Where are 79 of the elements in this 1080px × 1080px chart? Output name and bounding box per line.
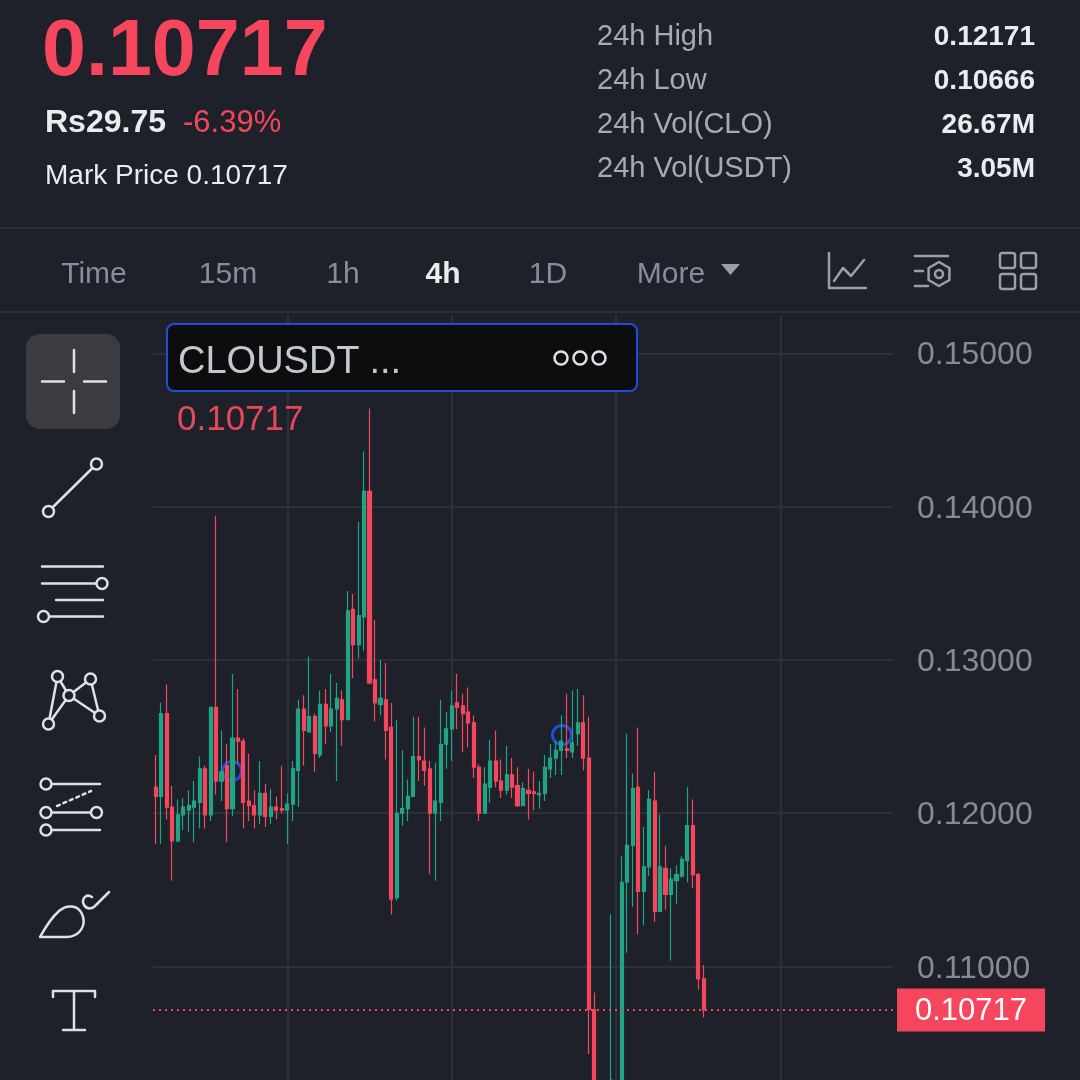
candlestick — [257, 760, 263, 825]
candlestick — [197, 755, 203, 830]
y-tick-label: 0.11000 — [917, 948, 1031, 985]
y-tick-label: 0.15000 — [917, 335, 1033, 372]
candlestick — [504, 745, 510, 796]
candlestick — [306, 656, 312, 733]
candlestick — [580, 694, 586, 771]
text: 3.05M — [957, 152, 1035, 184]
text: Rs29.75 — [45, 102, 166, 139]
candlestick — [536, 780, 542, 810]
candlestick — [630, 772, 636, 908]
text: Time — [61, 255, 127, 289]
text: CLOUSDT ... — [178, 338, 402, 381]
candlestick — [465, 686, 471, 748]
text: 1h — [326, 255, 360, 289]
y-tick-label: 0.14000 — [917, 488, 1033, 525]
candlestick — [416, 716, 422, 782]
candlestick — [175, 798, 181, 843]
y-tick-label: 0.13000 — [917, 641, 1033, 678]
candlestick — [208, 706, 214, 822]
candlestick — [558, 714, 564, 776]
candlestick — [229, 673, 236, 817]
candlestick — [345, 590, 351, 721]
candlestick — [301, 694, 307, 767]
candlestick — [191, 780, 197, 843]
candlestick — [454, 673, 460, 730]
candlestick — [317, 690, 323, 759]
candlestick — [421, 726, 427, 787]
text: Mark Price 0.10717 — [45, 159, 288, 191]
candlestick — [394, 719, 400, 902]
candlestick — [328, 673, 334, 733]
candlestick — [684, 786, 690, 883]
candlestick — [608, 913, 614, 1080]
candlestick — [525, 768, 532, 820]
text: 24h Vol(USDT) — [597, 151, 793, 184]
candlestick — [202, 765, 208, 830]
candlestick — [323, 688, 329, 745]
candlestick — [520, 781, 526, 807]
text: 24h Vol(CLO) — [597, 107, 773, 140]
candlestick — [268, 788, 274, 825]
candlestick — [662, 844, 669, 911]
text: 0.10717 — [42, 3, 328, 93]
text: 0.10666 — [933, 64, 1035, 96]
candlestick — [635, 726, 641, 935]
y-tick-label: 0.12000 — [917, 795, 1033, 832]
text: 15m — [198, 255, 258, 289]
candlestick — [218, 729, 225, 802]
text: 24h Low — [597, 63, 707, 96]
candlestick — [273, 795, 279, 820]
candlestick — [657, 814, 663, 912]
text: 1D — [528, 255, 568, 289]
candlestick — [284, 792, 290, 845]
candlestick — [350, 593, 356, 679]
text: More — [636, 255, 706, 289]
candlestick — [377, 659, 384, 716]
candlestick — [575, 688, 581, 747]
text: 24h High — [597, 19, 714, 52]
candlestick — [312, 713, 318, 773]
text: 4h — [425, 255, 461, 289]
candlestick — [158, 702, 164, 845]
candlestick — [449, 690, 455, 762]
candlestick — [334, 682, 340, 782]
candlestick — [262, 783, 268, 828]
candlestick — [339, 690, 345, 747]
ref-line-label: 0.10717 — [915, 992, 1028, 1028]
candlestick — [213, 515, 219, 796]
candlestick — [438, 699, 444, 822]
candlestick — [153, 754, 159, 845]
candlestick — [432, 762, 438, 882]
candlestick — [427, 760, 433, 876]
text: 26.67M — [941, 108, 1035, 140]
candlestick — [279, 765, 285, 814]
candlestick — [652, 771, 658, 923]
candlestick — [569, 690, 575, 759]
annotation: 0.10717 — [177, 398, 304, 438]
candlestick — [564, 693, 570, 759]
text: -6.39% — [183, 103, 282, 139]
text: 0.12171 — [933, 20, 1035, 52]
candlestick — [224, 743, 230, 843]
